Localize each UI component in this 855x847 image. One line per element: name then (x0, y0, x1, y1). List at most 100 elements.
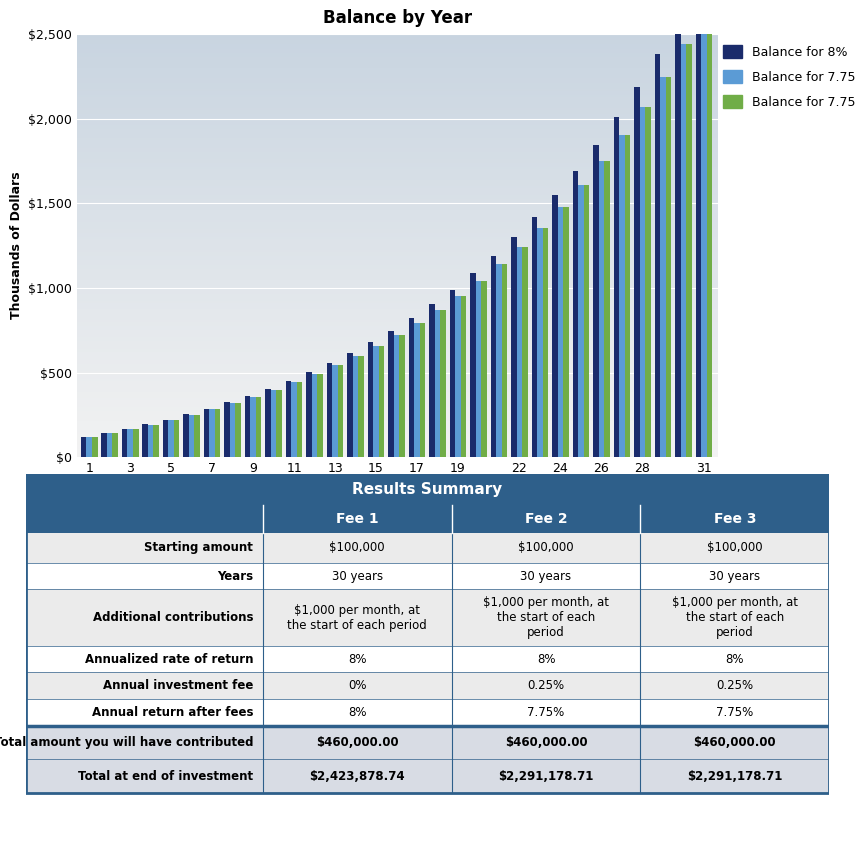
Bar (640, 107, 646, 457)
Bar (77, 76, 718, 78)
Bar (77, 250, 718, 252)
Bar (77, 404, 718, 407)
Text: Starting amount: Starting amount (144, 541, 253, 554)
Text: 0.25%: 0.25% (528, 679, 564, 692)
Bar (77, 434, 718, 436)
Bar (77, 85, 718, 86)
Bar (77, 182, 718, 184)
Bar (251, 397, 256, 457)
Bar (77, 91, 718, 93)
Bar (77, 330, 718, 332)
Bar (77, 66, 718, 68)
Bar (77, 144, 718, 146)
Text: Additional contributions: Additional contributions (92, 612, 253, 624)
Bar (77, 305, 718, 307)
Text: 8%: 8% (348, 653, 367, 666)
Bar (77, 402, 718, 404)
Bar (77, 425, 718, 428)
Text: 8%: 8% (537, 653, 555, 666)
FancyBboxPatch shape (26, 699, 829, 726)
Bar (77, 299, 718, 301)
Bar (450, 290, 455, 457)
Bar (77, 264, 718, 267)
Bar (77, 412, 718, 415)
Bar (77, 38, 718, 40)
Text: $2,423,878.74: $2,423,878.74 (310, 770, 405, 783)
Text: 30 years: 30 years (521, 570, 572, 583)
Bar (230, 403, 235, 457)
Bar (614, 117, 619, 457)
Bar (143, 424, 148, 457)
Bar (77, 61, 718, 64)
Bar (77, 68, 718, 69)
Bar (77, 47, 718, 48)
Text: $100,000: $100,000 (518, 541, 574, 554)
Text: $100,000: $100,000 (707, 541, 763, 554)
Bar (77, 428, 718, 430)
Bar (399, 335, 405, 457)
Bar (77, 72, 718, 75)
Bar (77, 237, 718, 239)
Bar (77, 373, 718, 374)
Bar (77, 82, 718, 85)
Bar (686, 44, 692, 457)
Bar (77, 199, 718, 201)
Bar (122, 429, 127, 457)
Bar (706, 8, 712, 457)
Bar (317, 374, 323, 457)
Bar (77, 421, 718, 424)
Bar (77, 233, 718, 235)
Bar (276, 390, 282, 457)
Bar (573, 171, 578, 457)
Bar (77, 288, 718, 290)
Bar (77, 374, 718, 377)
Bar (77, 203, 718, 205)
Text: Total at end of investment: Total at end of investment (78, 770, 253, 783)
Bar (634, 86, 640, 457)
Bar (77, 277, 718, 280)
Bar (183, 414, 189, 457)
Bar (77, 227, 718, 229)
Bar (625, 135, 630, 457)
FancyBboxPatch shape (26, 474, 829, 506)
Bar (532, 217, 537, 457)
Text: $2,291,178.71: $2,291,178.71 (687, 770, 782, 783)
Bar (256, 397, 262, 457)
Bar (77, 352, 718, 354)
Bar (77, 51, 718, 53)
Bar (113, 433, 118, 457)
Bar (286, 381, 292, 457)
Bar (537, 228, 543, 457)
Text: Fee 3: Fee 3 (714, 512, 756, 526)
Bar (77, 125, 718, 127)
Bar (77, 349, 718, 352)
Bar (265, 389, 271, 457)
Bar (604, 161, 610, 457)
Bar (77, 79, 718, 80)
Text: Annual investment fee: Annual investment fee (103, 679, 253, 692)
Bar (77, 319, 718, 322)
Bar (77, 163, 718, 165)
Bar (502, 264, 507, 457)
Bar (701, 8, 706, 457)
Bar (77, 396, 718, 398)
Text: $1,000 per month, at
the start of each
period: $1,000 per month, at the start of each p… (672, 596, 798, 639)
Text: $460,000.00: $460,000.00 (315, 736, 398, 749)
Bar (353, 356, 358, 457)
Bar (388, 330, 394, 457)
Bar (77, 108, 718, 110)
Bar (77, 205, 718, 208)
Text: $460,000.00: $460,000.00 (504, 736, 587, 749)
Bar (77, 133, 718, 136)
Bar (77, 451, 718, 453)
Bar (77, 174, 718, 175)
Bar (420, 323, 425, 457)
Bar (77, 186, 718, 189)
Bar (215, 409, 221, 457)
Bar (619, 135, 625, 457)
Bar (77, 53, 718, 55)
Bar (127, 429, 133, 457)
Bar (77, 110, 718, 112)
Bar (77, 318, 718, 319)
Bar (77, 89, 718, 91)
